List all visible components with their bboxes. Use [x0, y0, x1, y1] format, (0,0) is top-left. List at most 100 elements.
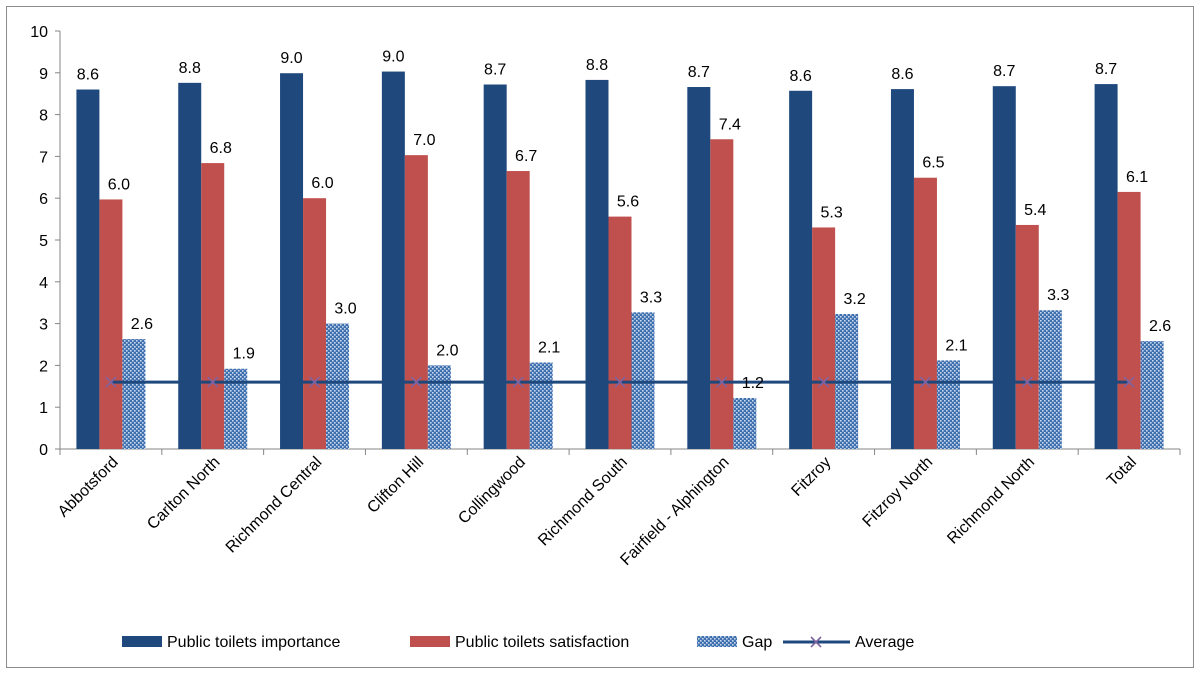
bar-gap: [1140, 341, 1164, 449]
legend-swatch: [122, 636, 162, 647]
data-label: 8.8: [179, 60, 201, 77]
average-marker: [410, 376, 422, 388]
x-category-label: Collingwood: [455, 454, 529, 528]
y-tick-label: 6: [39, 191, 48, 208]
data-label: 1.9: [233, 346, 255, 363]
bar-importance: [789, 90, 813, 450]
data-label: 6.1: [1126, 169, 1148, 186]
data-label: 2.6: [1149, 318, 1171, 335]
bar-gap: [529, 362, 553, 449]
average-marker: [818, 376, 830, 388]
x-category-label: Clifton Hill: [364, 454, 427, 517]
legend-label: Average: [855, 634, 914, 651]
x-category-label: Richmond North: [944, 454, 1038, 548]
data-label: 8.7: [688, 64, 710, 81]
bar-gap: [1038, 310, 1062, 449]
average-marker: [919, 376, 932, 388]
data-label: 8.7: [484, 62, 506, 79]
bar-importance: [381, 71, 405, 450]
data-label: 6.7: [515, 148, 537, 165]
legend-item: Average: [783, 634, 914, 651]
data-label: 6.8: [210, 140, 232, 157]
y-tick-label: 5: [39, 233, 48, 250]
data-label: 5.6: [617, 194, 639, 211]
bar-gap: [733, 398, 757, 449]
average-marker: [308, 376, 321, 388]
data-label: 7.0: [413, 132, 435, 149]
bar-importance: [280, 73, 304, 449]
bar-satisfaction: [1015, 224, 1039, 449]
data-label: 7.4: [719, 116, 741, 133]
bar-satisfaction: [303, 198, 327, 449]
bar-satisfaction: [201, 163, 225, 449]
y-tick-label: 9: [39, 66, 48, 83]
data-label: 5.3: [821, 204, 843, 221]
bar-importance: [1094, 84, 1118, 449]
y-tick-label: 1: [39, 400, 48, 417]
x-category-label: Fitzroy: [789, 454, 835, 500]
average-marker: [614, 376, 626, 388]
bar-importance: [890, 89, 914, 450]
bar-gap: [224, 368, 248, 449]
y-tick-label: 7: [39, 149, 48, 166]
bar-importance: [178, 82, 202, 449]
x-category-label: Abbotsford: [55, 454, 122, 521]
data-label: 8.6: [891, 66, 913, 83]
bar-satisfaction: [812, 227, 836, 449]
y-tick-label: 2: [39, 358, 48, 375]
bar-gap: [326, 323, 350, 449]
legend-item: Gap: [697, 634, 772, 651]
y-tick-label: 3: [39, 317, 48, 334]
data-label: 2.6: [131, 316, 153, 333]
bar-importance: [76, 89, 100, 450]
bar-gap: [122, 339, 146, 449]
data-label: 1.2: [742, 375, 764, 392]
data-label: 6.5: [922, 155, 944, 172]
bar-satisfaction: [710, 139, 734, 449]
legend-item: Public toilets importance: [122, 634, 341, 651]
data-label: 8.8: [586, 57, 608, 74]
bar-importance: [483, 84, 507, 449]
y-tick-label: 0: [39, 442, 48, 459]
x-category-label: Carlton North: [144, 454, 223, 533]
bar-gap: [936, 360, 960, 449]
data-label: 3.0: [334, 301, 356, 318]
average-marker: [105, 376, 117, 388]
legend-item: Public toilets satisfaction: [410, 634, 629, 651]
bar-satisfaction: [506, 171, 530, 449]
data-label: 5.4: [1024, 202, 1046, 219]
x-category-label: Richmond South: [535, 454, 631, 550]
data-labels: 8.6 6.0 2.6 8.8 6.8 1.9 9.0 6.0 3.0 9.0 7.0 2.0 8.7 6…: [77, 49, 1172, 392]
legend: Public toilets importance Public toilets …: [122, 634, 914, 651]
legend-label: Gap: [742, 634, 772, 651]
x-category-label: Total: [1104, 454, 1140, 490]
data-label: 8.7: [1095, 61, 1117, 78]
average-marker: [1123, 376, 1135, 388]
legend-label: Public toilets importance: [167, 634, 341, 651]
x-category-label: Fairfield - Alphington: [617, 454, 732, 569]
y-tick-label: 4: [39, 275, 48, 292]
bar-satisfaction: [404, 155, 428, 449]
bar-gap: [427, 365, 451, 449]
data-label: 8.7: [993, 63, 1015, 80]
y-tick-label: 10: [30, 24, 48, 41]
average-marker: [207, 376, 219, 388]
bar-importance: [687, 87, 711, 450]
legend-swatch: [697, 636, 737, 647]
average-marker: [1021, 376, 1033, 388]
x-category-label: Richmond Central: [223, 454, 326, 557]
data-label: 3.3: [1047, 287, 1069, 304]
average-marker: [512, 376, 524, 388]
x-category-label: Fitzroy North: [860, 454, 937, 531]
data-label: 8.6: [77, 67, 99, 84]
data-label: 3.2: [844, 291, 866, 308]
data-label: 6.0: [108, 176, 130, 193]
y-tick-label: 8: [39, 108, 48, 125]
bar-importance: [585, 79, 609, 449]
average-line-layer: [105, 376, 1135, 388]
data-label: 6.0: [311, 175, 333, 192]
data-label: 9.0: [382, 49, 404, 66]
data-label: 2.0: [436, 342, 458, 359]
data-label: 2.1: [538, 339, 560, 356]
